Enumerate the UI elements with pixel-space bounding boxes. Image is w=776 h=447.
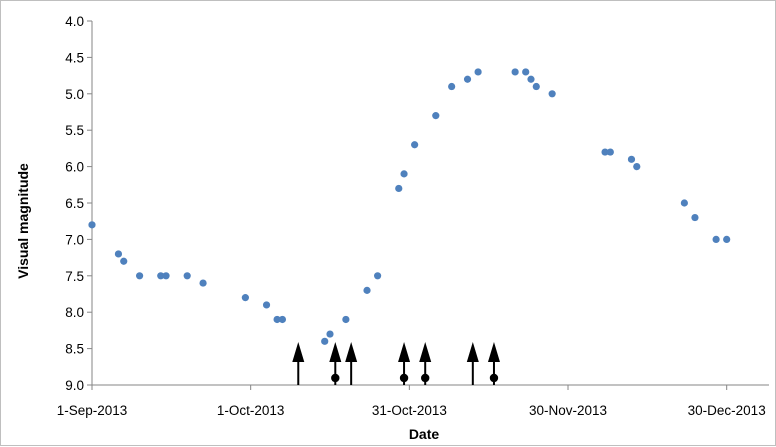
data-point <box>548 90 556 98</box>
data-point <box>321 337 329 345</box>
y-axis-title: Visual magnitude <box>15 163 31 279</box>
y-tick-label: 7.5 <box>65 269 84 284</box>
y-tick-label: 5.0 <box>65 87 84 102</box>
arrow-head <box>345 342 358 362</box>
data-point <box>511 68 519 76</box>
data-point <box>241 294 249 302</box>
data-point <box>633 163 641 171</box>
x-tick-label: 30-Nov-2013 <box>529 403 607 418</box>
data-point <box>606 148 614 156</box>
data-point <box>278 315 287 324</box>
data-points <box>88 68 731 345</box>
data-point <box>432 112 440 120</box>
data-point <box>680 199 688 207</box>
data-point <box>88 221 96 229</box>
data-point <box>342 315 350 324</box>
arrow-marker <box>345 342 358 385</box>
data-point <box>411 141 419 149</box>
arrow-head <box>329 342 342 362</box>
data-point <box>474 68 482 76</box>
arrow-head <box>398 342 411 362</box>
data-point <box>395 184 403 193</box>
x-axis-title: Date <box>409 426 440 442</box>
arrow-head <box>419 342 432 362</box>
data-point <box>463 75 472 83</box>
data-point <box>136 272 144 280</box>
data-point <box>273 315 281 324</box>
y-tick-label: 4.0 <box>65 14 84 29</box>
arrow-dot <box>489 373 499 383</box>
data-point <box>527 75 535 83</box>
data-point <box>162 272 170 280</box>
data-point <box>522 68 530 76</box>
data-point <box>448 82 456 91</box>
arrow-head <box>466 342 479 362</box>
y-tick-label: 6.5 <box>65 196 84 211</box>
y-tick-label: 8.5 <box>65 342 84 357</box>
data-point <box>326 330 334 338</box>
y-tick-label: 4.5 <box>65 50 84 65</box>
arrow-dot <box>399 373 409 383</box>
y-tick-label: 5.5 <box>65 123 84 138</box>
x-tick-label: 1-Oct-2013 <box>217 403 285 418</box>
data-point <box>691 213 699 222</box>
arrow-head <box>487 342 500 362</box>
arrow-marker <box>466 342 479 385</box>
x-tick-label: 31-Oct-2013 <box>372 403 447 418</box>
data-point <box>120 257 128 265</box>
y-tick-label: 7.0 <box>65 232 84 247</box>
arrow-marker <box>487 342 500 385</box>
data-point <box>601 148 609 156</box>
arrow-markers <box>292 342 500 385</box>
arrow-dot <box>331 373 340 383</box>
data-point <box>262 301 271 309</box>
data-point <box>199 279 207 287</box>
arrow-marker <box>329 342 342 385</box>
data-point <box>532 82 540 91</box>
arrow-dot <box>421 373 430 383</box>
arrow-head <box>292 342 305 362</box>
data-point <box>363 286 371 294</box>
arrow-marker <box>292 342 305 385</box>
data-point <box>157 272 165 280</box>
data-point <box>183 272 191 280</box>
x-tick-label: 1-Sep-2013 <box>57 403 128 418</box>
y-tick-label: 8.0 <box>65 305 84 320</box>
x-tick-label: 30-Dec-2013 <box>688 403 766 418</box>
data-point <box>627 155 636 163</box>
arrow-marker <box>419 342 432 385</box>
data-point <box>114 250 123 258</box>
data-point <box>723 235 731 243</box>
data-point <box>374 272 382 280</box>
y-tick-label: 6.0 <box>65 160 84 175</box>
data-point <box>400 170 408 178</box>
axes: 4.0 4.5 5.0 5.5 6.0 6.5 7.0 7.5 8.0 8.5 9.0 1-Sep-2… <box>57 14 769 418</box>
data-point <box>712 235 720 243</box>
arrow-marker <box>398 342 411 385</box>
y-tick-label: 9.0 <box>65 378 84 393</box>
